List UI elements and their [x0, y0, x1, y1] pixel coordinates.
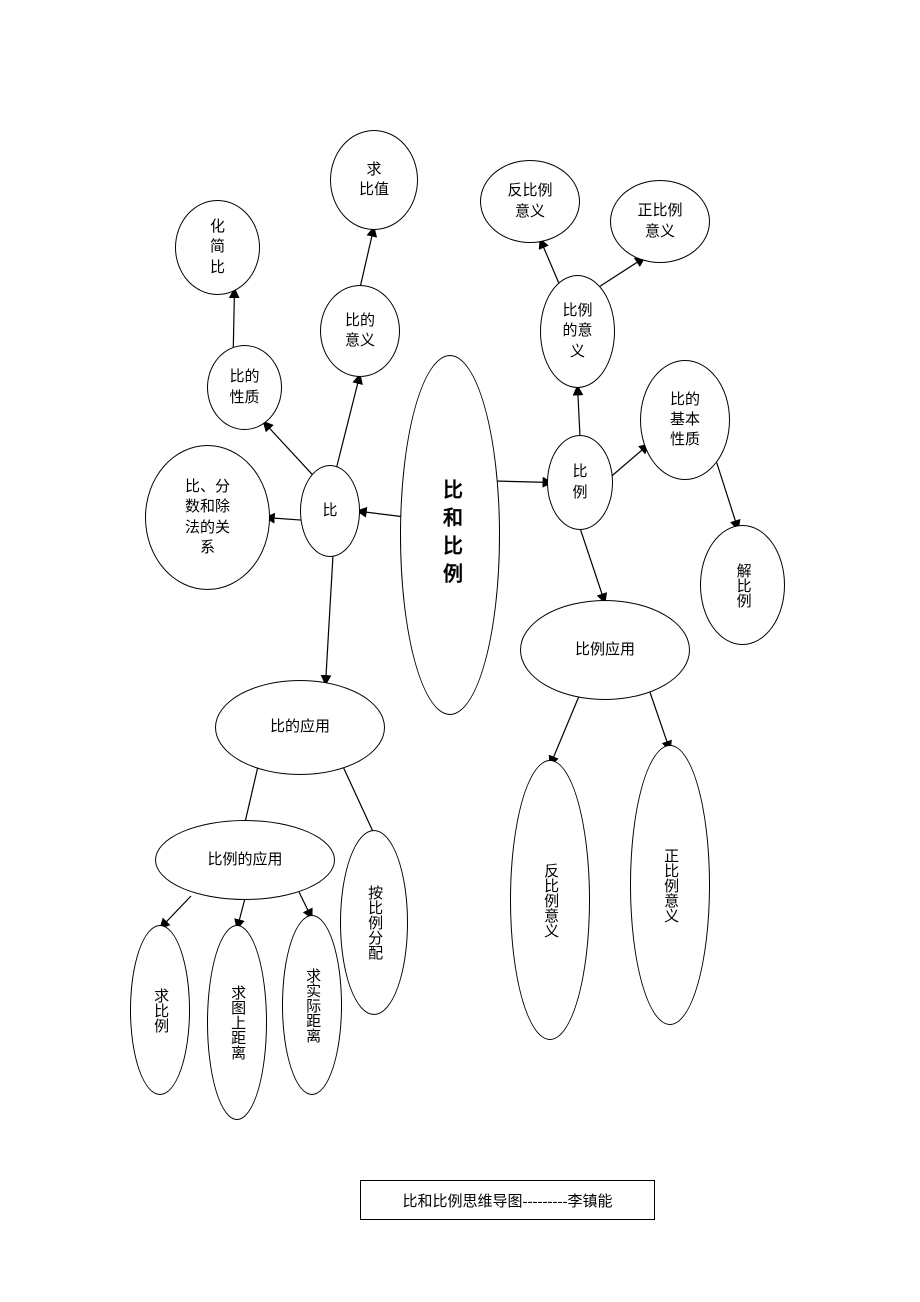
edge [326, 555, 334, 685]
edge [160, 896, 191, 928]
node-bi_app: 比的应用 [215, 680, 385, 775]
node-fan_bili_yiyi_top: 反比例 意义 [480, 160, 580, 243]
node-label: 化 简 比 [210, 217, 225, 278]
caption-text: 比和比例思维导图---------李镇能 [403, 1190, 613, 1211]
node-zheng_bili_yiyi_top: 正比例 意义 [610, 180, 710, 263]
node-label: 反比例意义 [540, 863, 560, 938]
edge [336, 374, 360, 469]
node-label: 求 比值 [359, 160, 389, 201]
edge [610, 444, 649, 478]
node-zheng_bili_yiyi_bot: 正比例意义 [630, 745, 710, 1025]
node-label: 比的 意义 [345, 311, 375, 352]
node-label: 求实际距离 [302, 968, 322, 1043]
node-label: 比 例 [572, 462, 587, 503]
node-label: 比 [322, 501, 337, 521]
edge [263, 422, 312, 475]
node-label: 比的 性质 [229, 367, 259, 408]
node-center: 比和比例 [400, 355, 500, 715]
edge [360, 227, 374, 288]
node-label: 比、分 数和除 法的关 系 [185, 477, 230, 558]
node-label: 求图上距离 [227, 985, 247, 1060]
edge [540, 239, 559, 283]
node-bi_meaning: 比的 意义 [320, 285, 400, 377]
node-bili_app2: 比例的应用 [155, 820, 335, 900]
edge [578, 386, 581, 437]
edge [600, 257, 645, 286]
edge [495, 481, 552, 483]
node-label: 正比例意义 [660, 848, 680, 923]
edge [343, 766, 375, 834]
edge [357, 511, 405, 517]
node-bili_meaning: 比例 的意 义 [540, 275, 615, 388]
node-fan_bili_yiyi_bot: 反比例意义 [510, 760, 590, 1040]
node-qiu_bili: 求比例 [130, 925, 190, 1095]
node-bili_app: 比例应用 [520, 600, 690, 700]
mindmap-stage: 比和比例 比 比的 意义 求 比值比的 性质 化 简 比比、分 数和除 法的关 系比的应… [0, 0, 920, 1302]
node-label: 比的应用 [270, 717, 330, 737]
node-label: 比和比例 [437, 479, 464, 591]
edge [648, 685, 671, 751]
node-label: 按比例分配 [364, 885, 384, 960]
edge [265, 518, 303, 521]
node-qiu_bizhi: 求 比值 [330, 130, 418, 230]
edge [245, 768, 258, 822]
node-an_bili_fenpei: 按比例分配 [340, 830, 408, 1015]
node-bi_fenshu_chu: 比、分 数和除 法的关 系 [145, 445, 270, 590]
node-qiu_tushang: 求图上距离 [207, 925, 267, 1120]
node-bi: 比 [300, 465, 360, 557]
caption-box: 比和比例思维导图---------李镇能 [360, 1180, 655, 1220]
node-huajianbi: 化 简 比 [175, 200, 260, 295]
edge [717, 462, 739, 530]
edge [550, 695, 580, 766]
edge [580, 528, 605, 603]
node-bi_basic_prop: 比的 基本 性质 [640, 360, 730, 480]
edge [233, 288, 234, 349]
node-bili: 比 例 [547, 435, 613, 530]
node-bi_property: 比的 性质 [207, 345, 282, 430]
node-label: 比的 基本 性质 [670, 390, 700, 451]
node-label: 比例的应用 [207, 850, 282, 870]
node-label: 反比例 意义 [507, 181, 552, 222]
node-jie_bili: 解比例 [700, 525, 785, 645]
node-label: 正比例 意义 [637, 201, 682, 242]
node-label: 解比例 [732, 563, 752, 608]
node-qiu_shiji: 求实际距离 [282, 915, 342, 1095]
node-label: 比例 的意 义 [562, 301, 592, 362]
node-label: 求比例 [150, 988, 170, 1033]
node-label: 比例应用 [575, 640, 635, 660]
